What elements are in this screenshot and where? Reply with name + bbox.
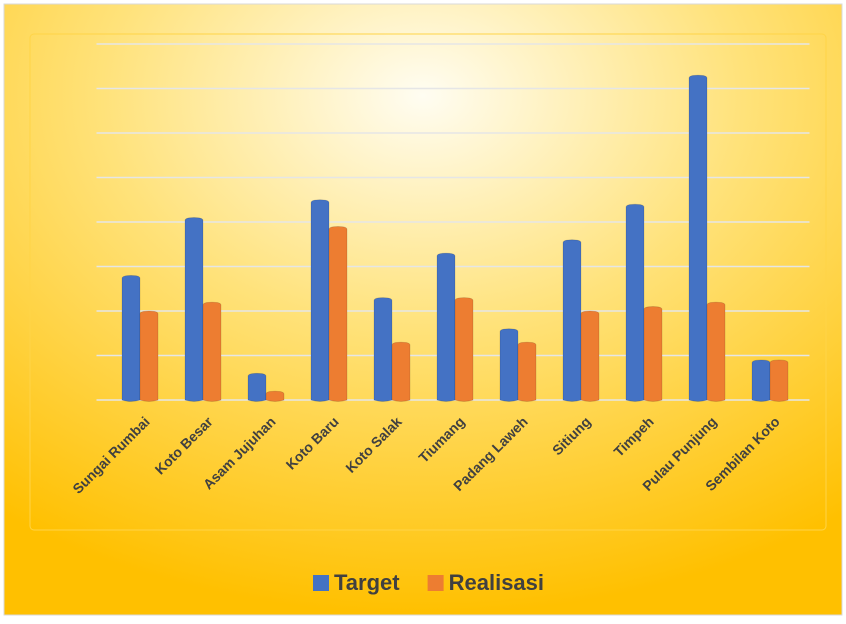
bar [265, 390, 285, 402]
bar [580, 310, 600, 402]
legend-label: Realisasi [449, 570, 544, 595]
bar [391, 341, 411, 402]
bar [625, 203, 645, 402]
bar [436, 252, 456, 402]
bar [688, 74, 708, 402]
bar [202, 301, 222, 402]
bar [139, 310, 159, 402]
bar [562, 239, 582, 402]
bar [373, 297, 393, 402]
bar [310, 199, 330, 402]
bar [247, 372, 267, 402]
bar [706, 301, 726, 402]
bar [751, 359, 771, 402]
plot-panel [29, 33, 827, 531]
bar [499, 328, 519, 402]
bar [328, 226, 348, 402]
bar [769, 359, 789, 402]
legend-swatch [427, 575, 444, 591]
legend-swatch [313, 575, 329, 591]
bar [643, 306, 663, 402]
bar [184, 217, 204, 402]
bar [517, 341, 537, 402]
bar [121, 274, 141, 402]
legend-label: Target [334, 570, 400, 595]
bar [454, 297, 474, 402]
